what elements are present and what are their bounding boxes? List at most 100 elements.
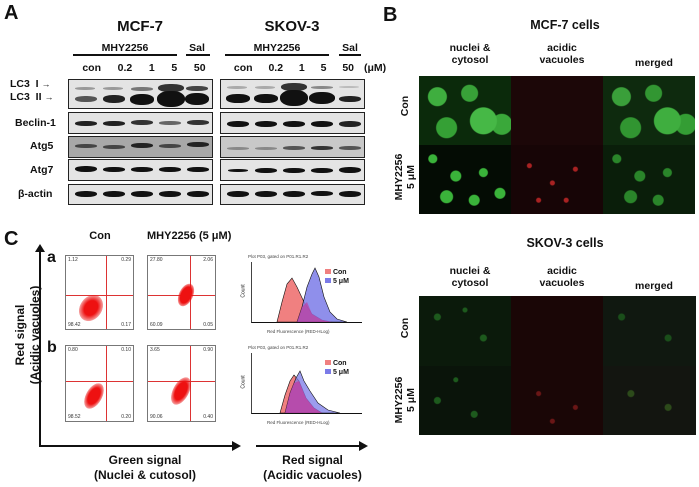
quadrant-ul: 27.80 xyxy=(150,257,163,263)
blot-skov3-lc3 xyxy=(220,79,365,109)
scatter-a-mhy: 27.80 2.06 60.09 0.05 xyxy=(147,255,216,330)
lane-label: 0.2 xyxy=(117,62,133,74)
y-axis-arrow xyxy=(39,248,41,446)
lane-label: 0.2 xyxy=(268,62,284,74)
col-header: merged xyxy=(635,280,673,292)
lane-label: 5 xyxy=(320,62,327,74)
blot-mcf7-beta-actin xyxy=(68,184,213,205)
col-header: nuclei & cytosol xyxy=(449,42,491,66)
row-label-text: LC3 I xyxy=(10,78,39,90)
row-label-lc3-i: LC3 I → xyxy=(10,78,51,90)
row-label: MHY2256 5 μM xyxy=(393,153,417,201)
legend-label: Con xyxy=(332,269,347,276)
micrograph-mcf7-mhy-green xyxy=(419,145,511,214)
quadrant-lr: 0.40 xyxy=(203,414,213,420)
histogram-a: Plot P03, gated on P01.R1.R2 Count Con 5… xyxy=(241,254,367,340)
legend-label: 5 μM xyxy=(332,278,349,285)
row-label-text: LC3 II xyxy=(10,91,42,103)
x-axis-label-line1: Green signal xyxy=(108,453,182,467)
unit-label: (μM) xyxy=(364,62,387,74)
group-line xyxy=(186,54,210,56)
blot-mcf7-atg7 xyxy=(68,159,213,181)
x-axis-label-scatter: Green signal (Nuclei & cutosol) xyxy=(85,453,205,483)
arrow-icon: → xyxy=(44,92,54,102)
blot-skov3-atg5 xyxy=(220,136,365,158)
quadrant-ur: 2.06 xyxy=(203,257,213,263)
row-label-lc3-ii: LC3 II → xyxy=(10,91,53,103)
blot-skov3-beclin1 xyxy=(220,112,365,134)
quadrant-ll: 90.06 xyxy=(150,414,163,420)
micrograph-skov3-mhy-green xyxy=(419,366,511,435)
scatter-a-con: 1.12 0.29 98.42 0.17 xyxy=(65,255,134,330)
x-axis-title: Red Fluorescence (RED-HLog) xyxy=(267,329,330,334)
y-axis-title: Count xyxy=(240,375,247,389)
panel-c-letter: C xyxy=(4,228,19,250)
blot-skov3-beta-actin xyxy=(220,184,365,205)
y-axis-label-line2: (Acidic vacuoles) xyxy=(28,285,42,385)
legend-label: Con xyxy=(332,360,347,367)
legend-item-con: Con xyxy=(325,268,349,277)
quadrant-ur: 0.10 xyxy=(121,347,131,353)
quadrant-ul: 1.12 xyxy=(68,257,78,263)
y-axis-label-line1: Red signal xyxy=(13,304,27,366)
histogram-title: Plot P03, gated on P01.R1.R2 xyxy=(248,254,309,259)
blot-mcf7-beclin1 xyxy=(68,112,213,134)
y-axis-label: Red signal (Acidic vacuoles) xyxy=(13,275,43,395)
x-axis-label-line2: (Acidic vacuoles) xyxy=(263,468,362,482)
col-header: merged xyxy=(635,57,673,69)
micrograph-skov3-mhy-red xyxy=(511,366,603,435)
x-axis-label-line2: (Nuclei & cutosol) xyxy=(93,468,196,482)
group-label-mhy-skov3: MHY2256 xyxy=(253,42,301,54)
col-header-mhy: MHY2256 (5 μM) xyxy=(147,230,232,242)
quadrant-lr: 0.05 xyxy=(203,322,213,328)
micrograph-mcf7-con-green xyxy=(419,76,511,145)
quadrant-ul: 3.65 xyxy=(150,347,160,353)
lane-labels-skov3: con 0.2 1 5 50 xyxy=(226,62,362,74)
micrograph-skov3-con-red xyxy=(511,296,603,366)
legend-item-5um: 5 μM xyxy=(325,368,349,377)
x-axis-arrow-scatter xyxy=(39,445,233,447)
col-header-con: Con xyxy=(89,230,111,242)
col-header: nuclei & cytosol xyxy=(449,265,491,289)
lane-label: 5 xyxy=(171,62,178,74)
group-label-mhy-mcf7: MHY2256 xyxy=(101,42,149,54)
panel-a-letter: A xyxy=(4,2,19,24)
group-line xyxy=(73,54,177,56)
scatter-b-con: 0.80 0.10 98.52 0.20 xyxy=(65,345,134,422)
legend: Con 5 μM xyxy=(325,268,349,286)
y-axis-title: Count xyxy=(240,284,247,298)
panel-b-letter: B xyxy=(383,4,398,26)
quadrant-ll: 60.09 xyxy=(150,322,163,328)
lane-labels-mcf7: con 0.2 1 5 50 xyxy=(74,62,214,74)
micrograph-mcf7-mhy-merged xyxy=(603,145,695,214)
row-letter-a: a xyxy=(47,249,56,266)
col-header: acidic vacuoles xyxy=(539,42,585,66)
legend-item-con: Con xyxy=(325,359,349,368)
quadrant-ll: 98.42 xyxy=(68,322,81,328)
lane-label: 50 xyxy=(193,62,206,74)
blot-mcf7-atg5 xyxy=(68,136,213,158)
histogram-title: Plot P03, gated on P01.R1.R2 xyxy=(248,345,309,350)
lane-label: con xyxy=(233,62,253,74)
row-label-atg5: Atg5 xyxy=(30,140,54,152)
lane-label: 50 xyxy=(342,62,355,74)
histogram-a-plot xyxy=(276,267,348,323)
blot-skov3-atg7 xyxy=(220,159,365,181)
histogram-b-plot xyxy=(279,370,341,414)
lane-label: con xyxy=(82,62,101,74)
row-label: Con xyxy=(399,317,411,339)
group-label-sal-mcf7: Sal xyxy=(189,42,205,54)
quadrant-ul: 0.80 xyxy=(68,347,78,353)
col-header: acidic vacuoles xyxy=(539,265,585,289)
blot-mcf7-lc3 xyxy=(68,79,213,109)
row-label-beta-actin: β-actin xyxy=(18,188,53,200)
row-label-beclin1: Beclin-1 xyxy=(15,117,56,129)
section-title-skov3: SKOV-3 cells xyxy=(526,236,604,250)
lane-label: 1 xyxy=(148,62,155,74)
arrow-icon: → xyxy=(41,79,51,89)
legend-item-5um: 5 μM xyxy=(325,277,349,286)
scatter-b-mhy: 3.65 0.90 90.06 0.40 xyxy=(147,345,216,422)
micrograph-mcf7-con-merged xyxy=(603,76,695,145)
micrograph-mcf7-mhy-red xyxy=(511,145,603,214)
group-label-sal-skov3: Sal xyxy=(342,42,358,54)
